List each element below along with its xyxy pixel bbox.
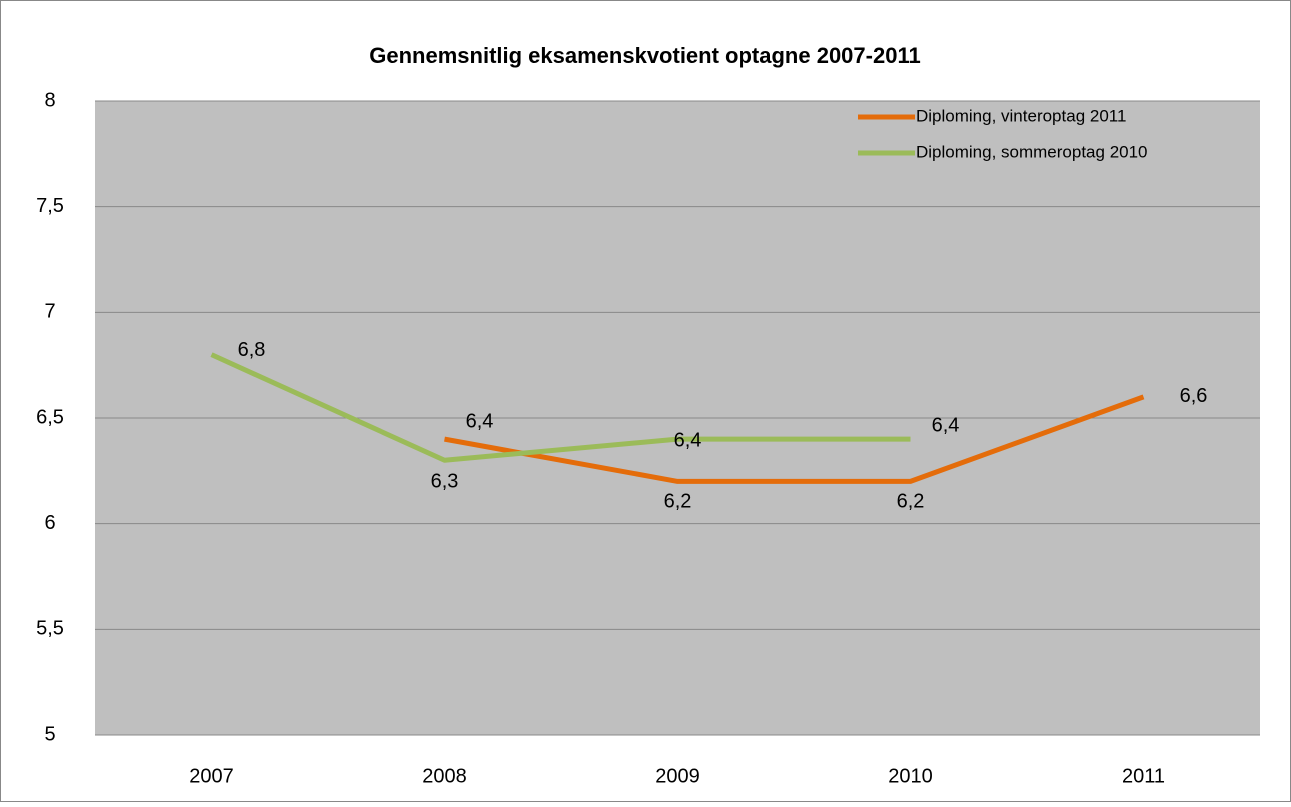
data-label: 6,6 (1180, 385, 1208, 407)
x-tick-label: 2008 (422, 765, 467, 787)
y-tick-label: 6 (44, 512, 55, 534)
data-label: 6,2 (897, 491, 925, 513)
series-line (210, 352, 911, 463)
y-tick-label: 7,5 (36, 195, 64, 217)
legend-label: Diploming, vinteroptag 2011 (916, 106, 1126, 125)
data-label: 6,4 (932, 414, 960, 436)
y-tick-label: 5,5 (36, 618, 64, 640)
data-label: 6,4 (674, 429, 702, 451)
x-tick-label: 2010 (888, 765, 933, 787)
y-tick-label: 5 (44, 723, 55, 745)
chart-title: Gennemsnitlig eksamenskvotient optagne 2… (369, 43, 920, 68)
series-line (444, 394, 1145, 484)
data-label: 6,4 (466, 410, 494, 432)
y-tick-label: 8 (44, 89, 55, 111)
y-tick-label: 7 (44, 301, 55, 323)
y-tick-label: 6,5 (36, 406, 64, 428)
data-label: 6,3 (431, 471, 459, 493)
legend-label: Diploming, sommeroptag 2010 (916, 142, 1148, 161)
data-label: 6,8 (238, 339, 266, 361)
x-tick-label: 2011 (1122, 765, 1165, 787)
x-tick-label: 2007 (189, 765, 234, 787)
x-tick-label: 2009 (655, 765, 700, 787)
data-label: 6,2 (664, 491, 692, 513)
